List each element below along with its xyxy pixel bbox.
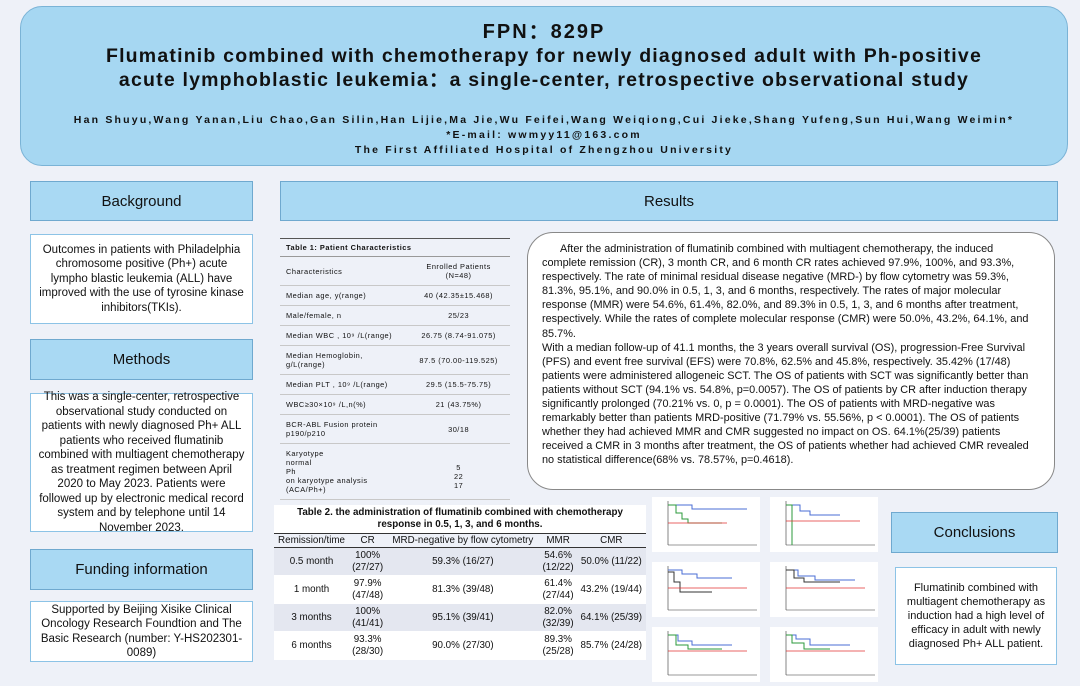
table-cell: WBC≥30×10⁹ /L,n(%) <box>280 394 408 415</box>
table-cell: 61.4% (27/44) <box>539 575 577 604</box>
table-cell: 26.75 (8.74-91.075) <box>407 325 510 346</box>
table-cell: 64.1% (25/39) <box>576 603 646 632</box>
table-row: Median age, y(range) 40 (42.35±15.468) <box>280 285 510 306</box>
km-plot <box>770 562 878 617</box>
section-heading: Background <box>30 181 253 221</box>
section-text: This was a single-center, retrospective … <box>30 391 253 534</box>
table-cell: 50.0% (11/22) <box>576 547 646 576</box>
km-plot <box>652 562 760 617</box>
table-row: Karyotype normal Ph on karyotype analysi… <box>280 443 510 500</box>
table-cell: Median age, y(range) <box>280 285 408 306</box>
poster-code: FPN：829P <box>482 21 606 43</box>
table-cell: 100% (41/41) <box>349 603 387 632</box>
table-cell: 100% (27/27) <box>349 547 387 576</box>
table-cell: 0.5 month <box>274 547 350 576</box>
section-heading: Results <box>280 181 1058 221</box>
paragraph: After the administration of flumatinib c… <box>542 243 1029 340</box>
table-row: 1 month 97.9% (47/48) 81.3% (39/48) 61.4% (… <box>274 575 646 604</box>
table-row: BCR-ABL Fusion protein p190/p210 30/18 <box>280 414 510 444</box>
table-cell: 5 22 17 <box>407 443 510 500</box>
email: *E-mail: wwmyy11@163.com <box>446 129 642 141</box>
table-cell: 40 (42.35±15.468) <box>407 285 510 306</box>
table-cell: Median WBC , 10⁹ /L(range) <box>280 325 408 346</box>
table-cell: BCR-ABL Fusion protein p190/p210 <box>280 414 408 444</box>
km-plot <box>770 497 878 552</box>
table-cell: 29.5 (15.5-75.75) <box>407 374 510 395</box>
table-2: Table 2. the administration of flumatini… <box>274 505 646 660</box>
table-row: Characteristics Enrolled Patients (N=48) <box>280 257 510 286</box>
section-text: Flumatinib combined with multiagent chem… <box>895 567 1057 665</box>
authors: Han Shuyu,Wang Yanan,Liu Chao,Gan Silin,… <box>73 114 1015 126</box>
table-cell: 1 month <box>274 575 350 604</box>
table-cell: 30/18 <box>407 414 510 444</box>
table-row: Median Hemoglobin, g/L(range) 87.5 (70.00… <box>280 345 510 375</box>
table: Remission/time CR MRD-negative by flow cyt… <box>274 533 646 660</box>
table-row: 3 months 100% (41/41) 95.1% (39/41) 82.0% (… <box>274 603 646 632</box>
table-cell: 59.3% (16/27) <box>386 547 540 576</box>
table-cell: 90.0% (27/30) <box>386 631 540 660</box>
table-cell: Male/female, n <box>280 305 408 326</box>
table-cell: 89.3% (25/28) <box>539 631 577 660</box>
km-plot <box>652 497 760 552</box>
table-cell: 95.1% (39/41) <box>386 603 540 632</box>
table-cell: 43.2% (19/44) <box>576 575 646 604</box>
column-header: MMR <box>539 533 577 548</box>
table-cell: Median Hemoglobin, g/L(range) <box>280 345 408 375</box>
table-row: Male/female, n 25/23 <box>280 305 510 326</box>
table-cell: Characteristics <box>280 257 408 286</box>
table-cell: Median PLT , 10⁹ /L(range) <box>280 374 408 395</box>
survival-figures <box>652 497 878 682</box>
table-cell: 87.5 (70.00-119.525) <box>407 345 510 375</box>
paragraph: With a median follow-up of 41.1 months, … <box>542 341 1029 467</box>
results-text: After the administration of flumatinib c… <box>527 232 1055 490</box>
table-row: WBC≥30×10⁹ /L,n(%) 21 (43.75%) <box>280 394 510 415</box>
table-1: Table 1: Patient Characteristics Charact… <box>280 238 510 520</box>
column-header: MRD-negative by flow cytometry <box>386 533 540 548</box>
table-cell: 25/23 <box>407 305 510 326</box>
column-header: CR <box>349 533 387 548</box>
table-cell: 21 (43.75%) <box>407 394 510 415</box>
header: FPN：829P Flumatinib combined with chemot… <box>20 6 1068 166</box>
title: Flumatinib combined with chemotherapy fo… <box>105 45 983 67</box>
table-cell: 97.9% (47/48) <box>349 575 387 604</box>
section-text: Supported by Beijing Xisike Clinical Onc… <box>30 601 253 662</box>
table-cell: 93.3% (28/30) <box>349 631 387 660</box>
title: acute lymphoblastic leukemia：a single-ce… <box>118 69 970 91</box>
table-row: 6 months 93.3% (28/30) 90.0% (27/30) 89.3% … <box>274 631 646 660</box>
section-heading: Methods <box>30 339 253 380</box>
table-row: Median PLT , 10⁹ /L(range) 29.5 (15.5-75.… <box>280 374 510 395</box>
section-heading: Conclusions <box>891 512 1058 553</box>
table-cell: Karyotype normal Ph on karyotype analysi… <box>280 443 408 500</box>
table-cell: 3 months <box>274 603 350 632</box>
table-caption: Table 2. the administration of flumatini… <box>297 507 623 530</box>
table-cell: 85.7% (24/28) <box>576 631 646 660</box>
table-cell: 81.3% (39/48) <box>386 575 540 604</box>
table-cell: 6 months <box>274 631 350 660</box>
affiliation: The First Affiliated Hospital of Zhengzh… <box>354 144 734 156</box>
table-cell: 82.0% (32/39) <box>539 603 577 632</box>
km-plot <box>770 627 878 682</box>
column-header: CMR <box>576 533 646 548</box>
table: Characteristics Enrolled Patients (N=48) M… <box>280 257 510 520</box>
table-cell: Enrolled Patients (N=48) <box>407 257 510 286</box>
table-caption: Table 1: Patient Characteristics <box>280 238 510 257</box>
km-plot <box>652 627 760 682</box>
section-text: Outcomes in patients with Philadelphia c… <box>30 234 253 324</box>
table-row: Median WBC , 10⁹ /L(range) 26.75 (8.74-91… <box>280 325 510 346</box>
table-row: 0.5 month 100% (27/27) 59.3% (16/27) 54.6% … <box>274 547 646 576</box>
table-cell: 54.6% (12/22) <box>539 547 577 576</box>
column-header: Remission/time <box>274 533 350 548</box>
section-heading: Funding information <box>30 549 253 590</box>
